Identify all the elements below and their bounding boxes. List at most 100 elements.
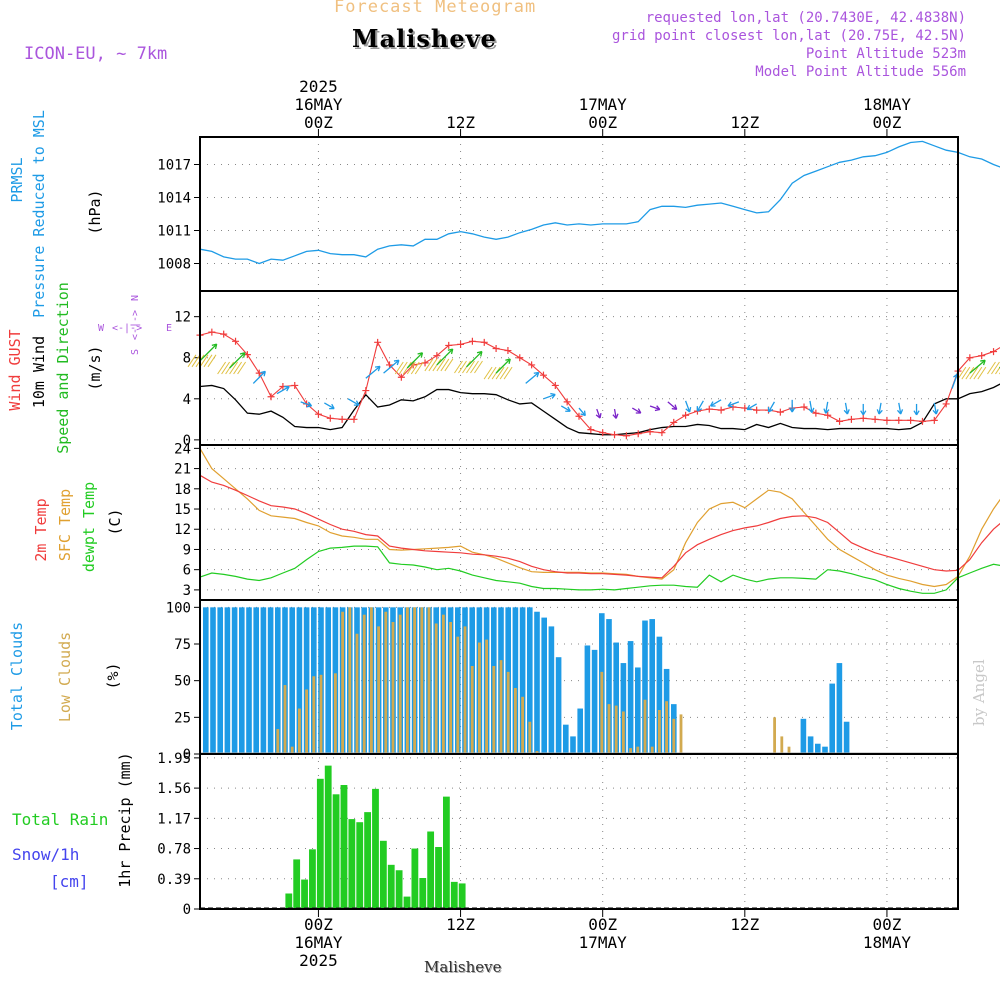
- gust-marker: [338, 415, 346, 423]
- top-date-label: 16MAY: [294, 95, 343, 114]
- pressure-unit: (hPa): [86, 189, 104, 234]
- total-cloud-bar: [217, 607, 223, 754]
- wind-arrow-head: [239, 352, 246, 358]
- low-cloud-bar: [622, 711, 625, 754]
- low-cloud-bar: [787, 746, 791, 754]
- total-cloud-bar: [620, 663, 627, 754]
- wind-arrow-shaft: [578, 407, 586, 416]
- wind-hatch: [474, 360, 483, 374]
- y-tick-label: 3: [183, 583, 191, 599]
- dewpt-line: [199, 545, 1000, 594]
- y-tick-label: 15: [174, 502, 191, 518]
- wind-hatch: [233, 361, 243, 375]
- low-cloud-bar: [506, 671, 510, 754]
- wind-arrow-shaft: [276, 386, 290, 395]
- wind-arrow-head: [565, 406, 571, 412]
- y-tick-label: 0.39: [157, 872, 191, 888]
- low-cloud-bar: [629, 748, 632, 754]
- wind-arrow: [789, 399, 796, 413]
- gust-marker: [622, 432, 630, 440]
- top-time-label: 12Z: [446, 113, 475, 132]
- gust-marker: [705, 405, 713, 413]
- gust-marker: [563, 398, 571, 406]
- wind-hatch: [977, 366, 987, 380]
- wind-hatch: [217, 361, 227, 375]
- low-cloud-bar: [276, 729, 280, 754]
- top-time-label: 00Z: [588, 113, 617, 132]
- low-cloud-bar: [672, 718, 676, 754]
- y-tick-label: 75: [174, 637, 191, 653]
- wind-arrow: [696, 400, 704, 412]
- wind-hatch: [191, 354, 201, 368]
- low-cloud-bar: [521, 696, 524, 754]
- gust-marker: [397, 373, 405, 381]
- wind-arrow-head: [980, 359, 986, 366]
- low-cloud-bar: [485, 639, 488, 754]
- rain-bar: [443, 796, 450, 909]
- wind-arrow: [595, 408, 602, 419]
- low-cloud-bar: [312, 676, 316, 754]
- wind-arrow-shaft: [768, 401, 775, 413]
- wind-arrow-shaft: [436, 348, 454, 366]
- gust-marker: [326, 414, 334, 422]
- wind-arrow: [187, 343, 218, 368]
- grid-point-coords: grid point closest lon,lat (20.75E, 42.5…: [611, 28, 966, 44]
- wind-arrow-shaft: [667, 401, 678, 410]
- low-cloud-bar: [514, 688, 517, 754]
- total-cloud-bar: [296, 607, 303, 754]
- wind-arrow: [957, 359, 987, 380]
- wind-arrow-head: [595, 412, 602, 419]
- wind-arrow-head: [260, 370, 266, 377]
- y-tick-label: 4: [183, 392, 191, 408]
- wind-hatch: [499, 366, 509, 380]
- gust-marker: [836, 417, 844, 425]
- total-cloud-bar: [253, 607, 259, 754]
- wind-arrow: [383, 359, 400, 374]
- y-tick-label: 12: [174, 310, 191, 326]
- gust-marker: [457, 340, 465, 348]
- low-cloud-bar: [600, 671, 604, 754]
- y-tick-label: 1014: [157, 191, 191, 207]
- total-cloud-bar: [843, 721, 850, 754]
- low-cloud-bar: [355, 633, 359, 754]
- wind-hatch: [406, 361, 416, 375]
- low-cloud-label: Low Clouds: [56, 632, 74, 722]
- wind-arrow-shaft: [525, 371, 540, 384]
- wind-arrow-shaft: [495, 358, 511, 374]
- wind-arrow: [649, 405, 661, 412]
- requested-coords: requested lon,lat (20.7430E, 42.4838N): [645, 10, 966, 26]
- rain-bar: [301, 879, 308, 909]
- total-cloud-bar: [613, 642, 619, 754]
- gust-marker: [492, 344, 500, 352]
- panel-border: [199, 290, 959, 446]
- gust-marker: [812, 409, 820, 417]
- wind-arrow-shaft: [252, 370, 266, 384]
- total-cloud-bar: [210, 607, 216, 754]
- total-cloud-bar: [577, 708, 583, 754]
- bottom-time-label: 00Z: [872, 915, 901, 934]
- wind-arrow-head: [843, 409, 850, 415]
- compass-n: N: [130, 295, 141, 301]
- wind-arrow: [612, 408, 619, 419]
- wind-hatch: [495, 366, 505, 380]
- compass-arrow: <-|->: [112, 323, 142, 334]
- bottom-time-label: 12Z: [730, 915, 759, 934]
- low-cloud-bar: [283, 685, 287, 754]
- gust-marker: [208, 328, 216, 336]
- wind-arrow-shaft: [746, 403, 757, 410]
- dewpt-label: dewpt Temp: [80, 482, 98, 572]
- total-cloud-bar: [807, 736, 814, 754]
- wind-arrow: [300, 401, 313, 408]
- y-tick-label: 9: [183, 542, 191, 558]
- low-cloud-bar: [362, 614, 366, 754]
- low-cloud-bar: [377, 626, 380, 754]
- wind-arrow-head: [823, 408, 830, 414]
- rain-bar: [387, 864, 395, 909]
- wind-hatch: [221, 361, 231, 375]
- wind-arrow-shaft: [383, 359, 400, 374]
- total-cloud-bar: [836, 663, 843, 754]
- watermark: by Angel: [970, 659, 988, 726]
- wind-arrow-shaft: [649, 405, 661, 411]
- gust-marker: [587, 426, 595, 434]
- wind-arrow-shaft: [844, 402, 849, 415]
